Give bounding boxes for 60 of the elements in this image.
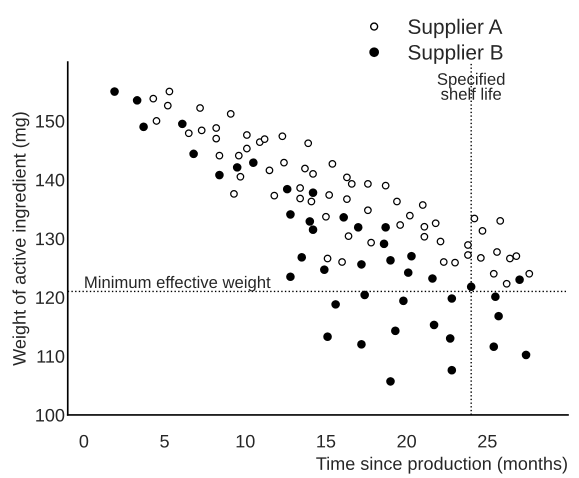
point: [232, 163, 242, 172]
point: [391, 326, 400, 336]
point: [357, 260, 366, 269]
point: [297, 253, 306, 262]
point: [446, 334, 454, 343]
ref-line-label: Minimum effective weight: [85, 276, 271, 292]
point: [466, 282, 476, 292]
point: [494, 312, 503, 320]
x-axis-title: Time since production (months): [316, 456, 567, 474]
y-tick-label: 110: [38, 350, 64, 363]
point: [448, 294, 456, 303]
y-tick-label: 120: [36, 291, 64, 304]
point: [381, 223, 390, 232]
point: [215, 170, 224, 180]
point: [132, 96, 142, 105]
point: [308, 225, 318, 234]
point: [357, 340, 366, 349]
point: [282, 184, 292, 194]
point: [386, 377, 395, 386]
y-tick-label: 130: [36, 232, 64, 246]
point: [320, 265, 329, 274]
point: [386, 256, 395, 265]
point: [428, 274, 437, 283]
point: [522, 350, 530, 360]
point: [323, 332, 332, 342]
x-tick-label: 0: [80, 434, 88, 448]
point: [404, 268, 413, 277]
point: [339, 213, 348, 222]
x-tick-label: 5: [160, 435, 169, 448]
point: [249, 158, 258, 167]
x-tick-label: 20: [397, 434, 416, 448]
point: [448, 366, 456, 375]
point: [430, 320, 438, 330]
point: [354, 223, 363, 232]
legend-label: Supplier B: [408, 44, 503, 64]
point: [286, 210, 295, 219]
x-tick-label: 25: [478, 434, 497, 448]
y-tick-label: 140: [36, 174, 64, 186]
legend-label: Supplier A: [408, 18, 502, 38]
point: [360, 290, 369, 300]
point: [286, 272, 295, 282]
x-tick-label: 10: [236, 434, 255, 448]
point: [308, 188, 318, 197]
y-tick-label: 100: [36, 408, 64, 422]
x-tick-label: 15: [317, 435, 336, 448]
point: [189, 150, 198, 158]
y-axis-title: Weight of active ingredient (mg): [12, 112, 30, 366]
y-tick-label: 150: [36, 114, 64, 128]
point: [515, 275, 524, 284]
point: [110, 87, 119, 96]
point: [139, 122, 148, 132]
point: [491, 292, 500, 302]
ref-line-label: Specified shelf life: [438, 72, 504, 100]
point: [399, 296, 408, 306]
point: [407, 252, 416, 260]
point: [306, 217, 314, 226]
point: [331, 300, 340, 309]
point: [489, 342, 498, 351]
point: [178, 120, 187, 128]
point: [380, 240, 388, 248]
